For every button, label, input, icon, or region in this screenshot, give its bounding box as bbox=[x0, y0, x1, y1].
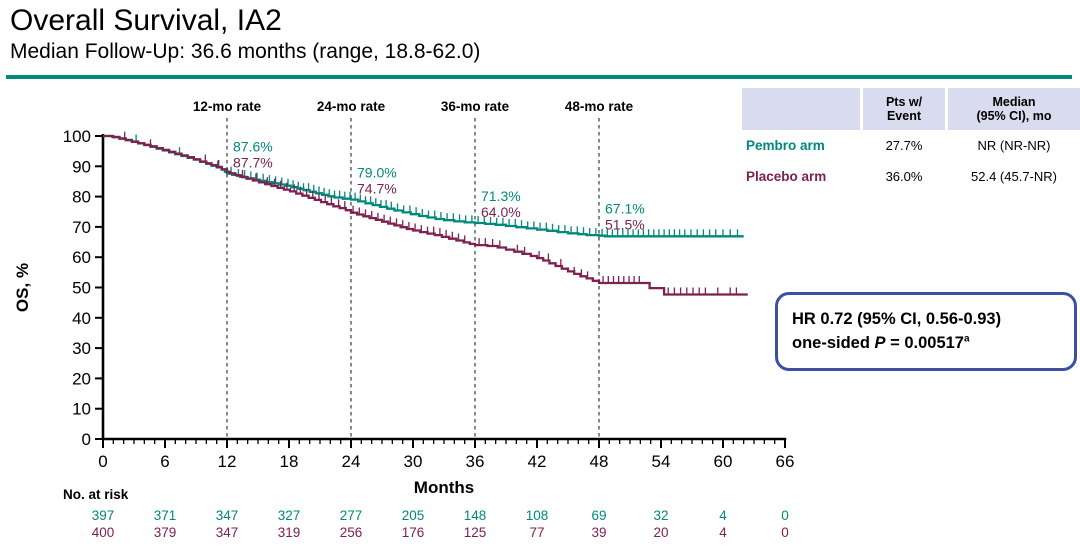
at-risk-placebo-value: 400 bbox=[92, 525, 115, 540]
rate-line-48: 48-mo rate 67.1%51.5% bbox=[565, 99, 645, 439]
rate-value-placebo: 51.5% bbox=[605, 217, 645, 233]
at-risk-placebo-value: 77 bbox=[529, 525, 544, 540]
hr-line1: HR 0.72 (95% CI, 0.56-0.93) bbox=[792, 310, 1002, 328]
at-risk-pembro-value: 69 bbox=[591, 508, 606, 523]
svg-text:80: 80 bbox=[72, 188, 91, 207]
placebo-censor-ticks bbox=[124, 131, 738, 295]
rate-value-pembro: 67.1% bbox=[605, 201, 645, 217]
at-risk-pembro-value: 0 bbox=[781, 508, 789, 523]
at-risk-placebo-value: 4 bbox=[719, 525, 727, 540]
at-risk-placebo-value: 256 bbox=[340, 525, 363, 540]
rate-value-pembro: 87.6% bbox=[233, 139, 273, 155]
at-risk-pembro-value: 4 bbox=[719, 508, 727, 523]
page-title: Overall Survival, IA2 bbox=[10, 4, 282, 37]
placebo-curve bbox=[103, 134, 748, 296]
x-axis-title: Months bbox=[414, 478, 474, 497]
hr-line2-p: P bbox=[874, 333, 886, 352]
svg-text:0: 0 bbox=[82, 430, 91, 449]
rate-line-label: 48-mo rate bbox=[565, 99, 634, 114]
at-risk-pembro-value: 148 bbox=[464, 508, 487, 523]
rate-value-pembro: 71.3% bbox=[481, 188, 521, 204]
at-risk-pembro-value: 397 bbox=[92, 508, 115, 523]
at-risk-placebo-value: 39 bbox=[591, 525, 606, 540]
pembro-curve bbox=[103, 134, 744, 238]
y-axis: 0 10 20 30 40 50 60 70 80 90 100 OS, % bbox=[13, 127, 105, 449]
summary-row-pembro-event: 27.7% bbox=[885, 138, 923, 153]
at-risk-placebo-value: 347 bbox=[216, 525, 239, 540]
summary-header-median: Median (95% CI), mo bbox=[948, 88, 1080, 130]
x-axis: 0 6 12 18 24 30 36 42 48 54 60 66 Months bbox=[98, 437, 795, 497]
at-risk-pembro-value: 371 bbox=[154, 508, 177, 523]
svg-text:70: 70 bbox=[72, 218, 91, 237]
summary-row-placebo-event: 36.0% bbox=[885, 169, 923, 184]
svg-text:66: 66 bbox=[776, 452, 795, 471]
svg-text:90: 90 bbox=[72, 157, 91, 176]
rate-value-placebo: 74.7% bbox=[357, 181, 397, 197]
svg-text:0: 0 bbox=[98, 452, 107, 471]
at-risk-pembro-value: 108 bbox=[526, 508, 549, 523]
at-risk-table: No. at risk39740037137934734732731927725… bbox=[63, 487, 789, 540]
pembro-censor-ticks bbox=[135, 134, 739, 237]
at-risk-placebo-value: 20 bbox=[653, 525, 668, 540]
summary-header-blank bbox=[742, 88, 860, 130]
rate-line-12: 12-mo rate 87.6%87.7% bbox=[193, 99, 273, 439]
svg-text:60: 60 bbox=[72, 248, 91, 267]
svg-text:48: 48 bbox=[590, 452, 609, 471]
at-risk-placebo-value: 176 bbox=[402, 525, 425, 540]
at-risk-placebo-value: 125 bbox=[464, 525, 487, 540]
svg-text:24: 24 bbox=[342, 452, 361, 471]
at-risk-placebo-value: 0 bbox=[781, 525, 789, 540]
summary-row-pembro-label: Pembro arm bbox=[746, 138, 825, 153]
accent-rule bbox=[6, 75, 1072, 79]
at-risk-pembro-value: 205 bbox=[402, 508, 425, 523]
rate-line-label: 36-mo rate bbox=[441, 99, 510, 114]
svg-text:100: 100 bbox=[63, 127, 91, 146]
summary-header-pts-event: Pts w/ Event bbox=[863, 88, 945, 130]
summary-row-placebo-median: 52.4 (45.7-NR) bbox=[971, 169, 1057, 184]
summary-row-placebo-label: Placebo arm bbox=[746, 169, 827, 184]
svg-text:18: 18 bbox=[280, 452, 299, 471]
at-risk-pembro-value: 327 bbox=[278, 508, 301, 523]
at-risk-label: No. at risk bbox=[63, 487, 129, 502]
svg-text:6: 6 bbox=[160, 452, 169, 471]
at-risk-placebo-value: 319 bbox=[278, 525, 301, 540]
hr-annotation-box: HR 0.72 (95% CI, 0.56-0.93) one-sided P … bbox=[775, 292, 1077, 371]
rate-value-placebo: 64.0% bbox=[481, 204, 521, 220]
svg-text:60: 60 bbox=[714, 452, 733, 471]
rate-line-36: 36-mo rate 71.3%64.0% bbox=[441, 99, 521, 439]
svg-text:40: 40 bbox=[72, 309, 91, 328]
svg-text:30: 30 bbox=[72, 339, 91, 358]
hr-line2-prefix: one-sided bbox=[792, 333, 875, 352]
summary-row-pembro-median: NR (NR-NR) bbox=[977, 138, 1051, 153]
rate-line-label: 24-mo rate bbox=[317, 99, 386, 114]
rate-value-pembro: 79.0% bbox=[357, 165, 397, 181]
rate-value-placebo: 87.7% bbox=[233, 155, 273, 171]
at-risk-pembro-value: 277 bbox=[340, 508, 363, 523]
rate-line-label: 12-mo rate bbox=[193, 99, 262, 114]
hr-line2-footnote-marker: a bbox=[963, 333, 970, 345]
at-risk-placebo-value: 379 bbox=[154, 525, 177, 540]
svg-text:54: 54 bbox=[652, 452, 671, 471]
summary-table: Pts w/ Event Median (95% CI), mo Pembro … bbox=[742, 88, 1080, 192]
at-risk-pembro-value: 32 bbox=[653, 508, 668, 523]
svg-text:42: 42 bbox=[528, 452, 547, 471]
rate-line-24: 24-mo rate 79.0%74.7% bbox=[317, 99, 397, 439]
svg-text:20: 20 bbox=[72, 369, 91, 388]
svg-text:50: 50 bbox=[72, 279, 91, 298]
y-axis-title: OS, % bbox=[13, 263, 32, 312]
hr-line2: one-sided P = 0.00517a bbox=[792, 332, 1060, 356]
hr-line2-value: = 0.00517 bbox=[885, 333, 964, 352]
svg-text:30: 30 bbox=[404, 452, 423, 471]
svg-text:10: 10 bbox=[72, 400, 91, 419]
at-risk-pembro-value: 347 bbox=[216, 508, 239, 523]
svg-text:12: 12 bbox=[218, 452, 237, 471]
svg-text:36: 36 bbox=[466, 452, 485, 471]
page-subtitle: Median Follow-Up: 36.6 months (range, 18… bbox=[10, 40, 481, 63]
